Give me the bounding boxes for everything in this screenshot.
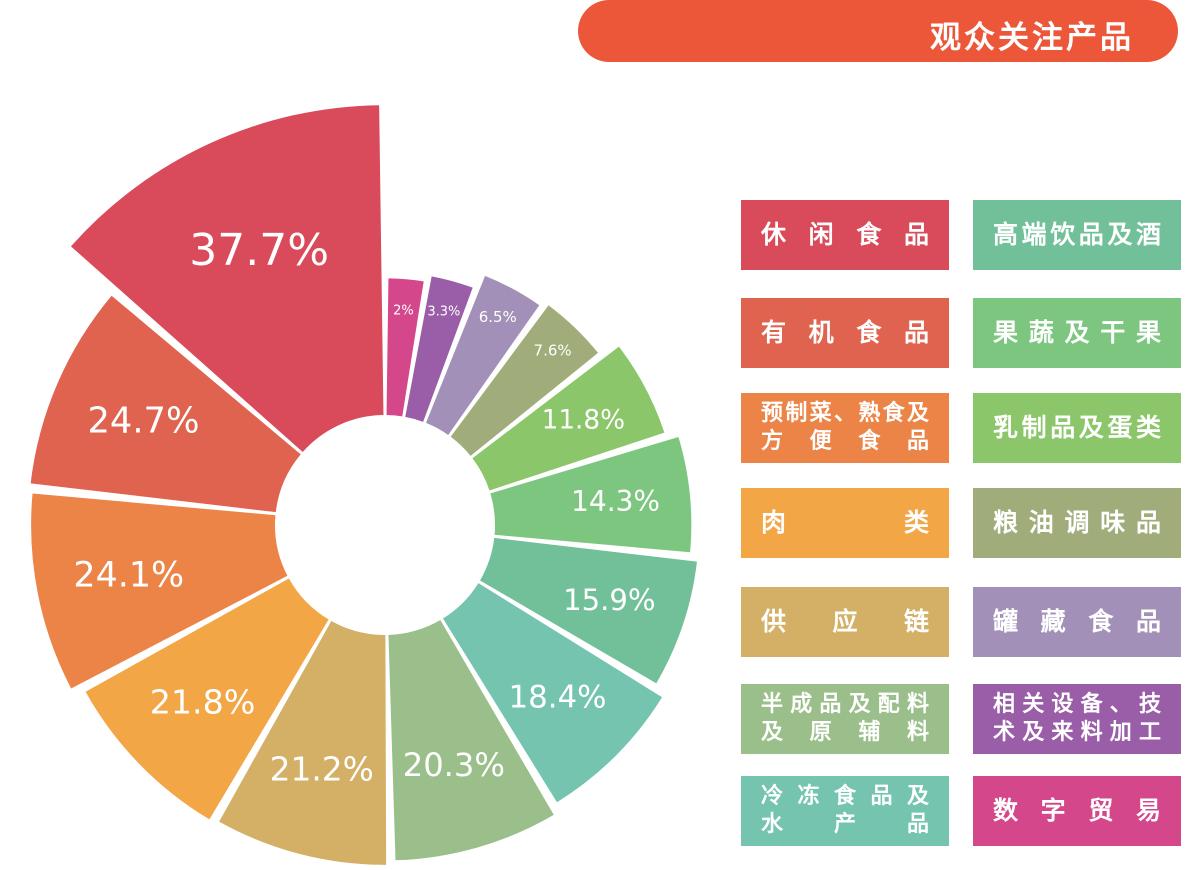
legend-label: 粮油调味品	[993, 508, 1161, 537]
slice-5	[490, 437, 692, 553]
slice-label: 11.8%	[542, 405, 625, 435]
legend-item: 肉类	[741, 488, 949, 558]
slice-label: 6.5%	[479, 308, 517, 326]
slice-3	[450, 305, 599, 456]
slice-label: 3.3%	[427, 304, 460, 319]
slice-label: 24.7%	[87, 400, 199, 441]
center-hole	[279, 419, 491, 631]
legend-label: 高端饮品及酒	[993, 220, 1161, 249]
legend-label: 果蔬及干果	[993, 318, 1161, 347]
legend-item: 有机食品	[741, 298, 949, 368]
slice-1	[405, 276, 473, 422]
slice-label: 7.6%	[534, 342, 572, 360]
legend-label: 预制菜、熟食及	[761, 401, 929, 426]
slice-label: 18.4%	[508, 680, 606, 716]
legend-label: 及原辅料	[761, 720, 929, 745]
slice-12	[30, 295, 301, 513]
rose-chart: 2% 3.3% 6.5% 7.6% 11.8% 14.3% 15.9% 18.4%20.3% 2…	[30, 105, 697, 865]
legend-label: 有机食品	[761, 318, 929, 347]
slice-label: 21.2%	[270, 750, 374, 788]
slice-2	[425, 275, 540, 435]
legend-item: 预制菜、熟食及 方便食品	[741, 393, 949, 463]
legend-label: 相关设备、技	[993, 692, 1161, 717]
legend-label: 术及来料加工	[993, 720, 1161, 745]
legend-label: 半成品及配料	[761, 692, 929, 717]
legend-label: 罐藏食品	[993, 607, 1161, 636]
legend-item: 粮油调味品	[973, 488, 1181, 558]
slice-label: 14.3%	[571, 485, 660, 518]
slice-10	[85, 578, 329, 820]
slice-label: 20.3%	[403, 746, 505, 784]
legend-label: 肉类	[761, 508, 929, 537]
slice-label: 15.9%	[563, 583, 656, 617]
legend-item: 乳制品及蛋类	[973, 393, 1181, 463]
slice-label: 21.8%	[150, 683, 256, 722]
slice-7	[442, 583, 663, 803]
legend-item: 高端饮品及酒	[973, 200, 1181, 270]
legend-item: 果蔬及干果	[973, 298, 1181, 368]
slice-9	[219, 621, 387, 865]
legend-label: 水产品	[761, 812, 929, 837]
legend-label: 方便食品	[761, 429, 929, 454]
legend-item: 数字贸易	[973, 776, 1181, 846]
legend-label: 冷冻食品及	[761, 784, 929, 809]
legend-label: 供应链	[761, 607, 929, 636]
legend-label: 乳制品及蛋类	[993, 413, 1161, 442]
slice-13	[70, 105, 384, 452]
legend-item: 供应链	[741, 587, 949, 657]
header-banner: 观众关注产品	[578, 0, 1178, 62]
legend-label: 休闲食品	[761, 220, 929, 249]
slice-label: 37.7%	[189, 225, 329, 276]
slice-8	[388, 620, 554, 861]
legend-item: 相关设备、技 术及来料加工	[973, 684, 1181, 754]
slice-6	[480, 537, 697, 684]
slice-4	[472, 346, 665, 491]
slice-0	[386, 278, 424, 417]
slice-11	[31, 493, 288, 689]
legend-item: 半成品及配料 及原辅料	[741, 684, 949, 754]
legend-label: 数字贸易	[993, 796, 1161, 825]
slice-label: 2%	[393, 304, 414, 319]
legend-item: 冷冻食品及 水产品	[741, 776, 949, 846]
slice-label: 24.1%	[73, 556, 184, 596]
header-title: 观众关注产品	[930, 20, 1134, 56]
legend-item: 罐藏食品	[973, 587, 1181, 657]
legend-item: 休闲食品	[741, 200, 949, 270]
